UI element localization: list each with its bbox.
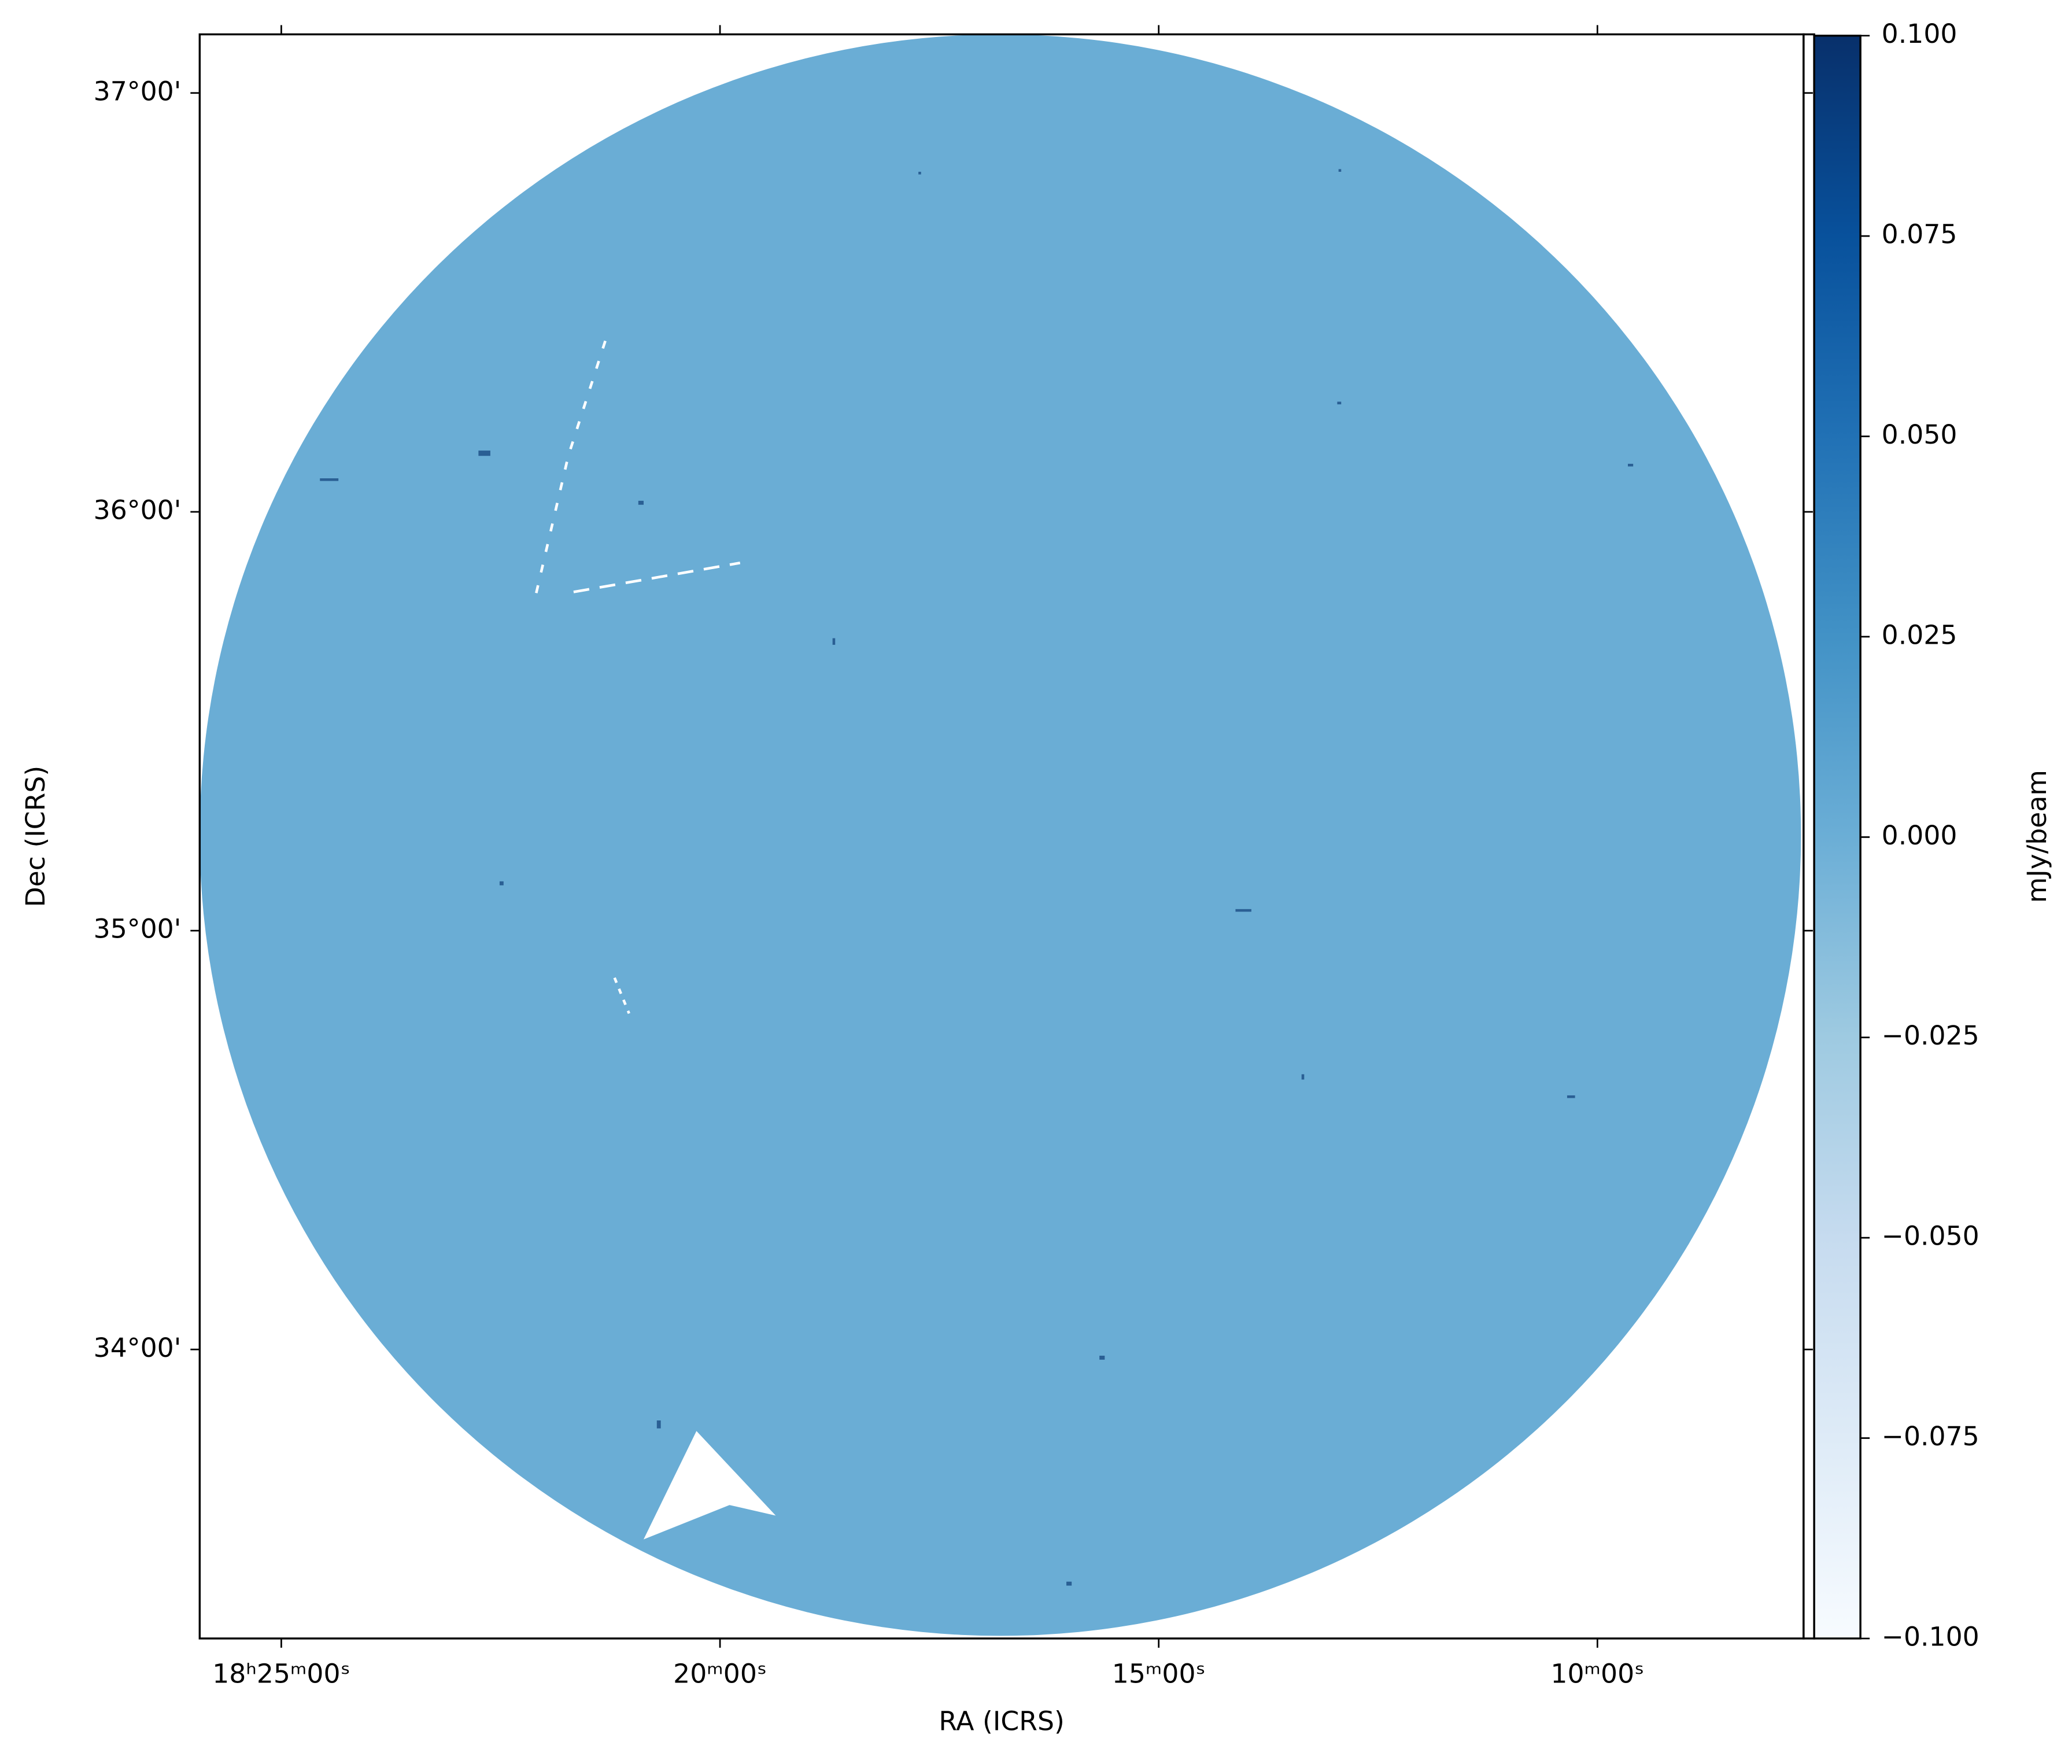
y-tick-label: 35°00' [94,914,182,944]
colorbar-tick-label: 0.100 [1882,19,1957,49]
point-sources [320,169,1634,1586]
artifact-streak [534,340,607,598]
colorbar-tick-label: 0.025 [1882,619,1957,650]
colorbar [1813,34,1862,1640]
x-tick-label: 18ʰ25ᵐ00ˢ [212,1658,350,1689]
colorbar-tick-label: −0.050 [1882,1221,1979,1252]
x-tick-label: 10ᵐ00ˢ [1550,1658,1644,1689]
y-tick-label: 37°00' [94,76,182,106]
colorbar-tick-label: −0.100 [1882,1621,1979,1652]
colorbar-tick-label: 0.000 [1882,820,1957,851]
colorbar-tick-label: 0.075 [1882,219,1957,250]
x-axis-label: RA (ICRS) [939,1706,1064,1737]
y-tick-label: 36°00' [94,494,182,525]
colorbar-tick-label: −0.025 [1882,1020,1979,1051]
y-axis-label: Dec (ICRS) [20,766,51,907]
image [200,34,1801,1636]
colorbar-tick-label: −0.075 [1882,1421,1979,1452]
colorbar-tick-label: 0.050 [1882,419,1957,450]
masked-region [643,1431,776,1540]
artifact-streak [573,562,741,593]
colorbar-label: mJy/beam [2022,770,2052,903]
sky-disk [200,34,1801,1636]
y-tick-label: 34°00' [94,1333,182,1363]
x-tick-label: 15ᵐ00ˢ [1112,1658,1206,1689]
colorbar-gap [1803,33,1815,1640]
x-tick-label: 20ᵐ00ˢ [673,1658,767,1689]
